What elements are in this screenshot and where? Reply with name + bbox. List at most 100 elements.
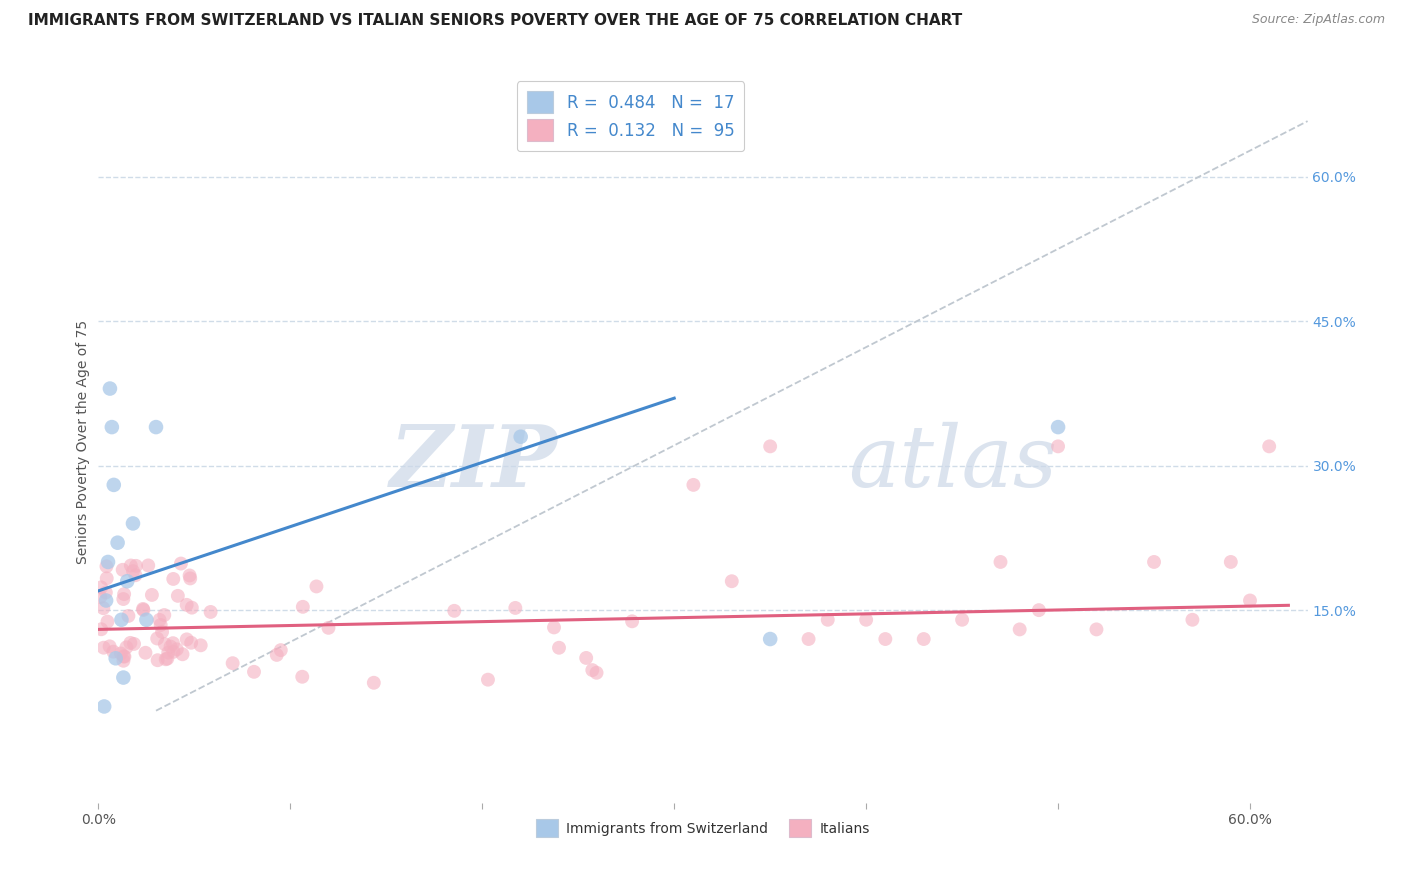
- Point: [1085, 623, 1108, 637]
- Point: [243, 665, 266, 679]
- Point: [94, 585, 117, 599]
- Point: [581, 663, 603, 677]
- Point: [682, 478, 704, 492]
- Point: [110, 647, 132, 661]
- Point: [291, 599, 314, 614]
- Point: [134, 646, 156, 660]
- Point: [103, 478, 125, 492]
- Point: [153, 608, 176, 623]
- Point: [98, 640, 121, 654]
- Legend: Immigrants from Switzerland, Italians: Immigrants from Switzerland, Italians: [530, 814, 876, 843]
- Point: [104, 651, 127, 665]
- Point: [157, 646, 180, 660]
- Point: [107, 535, 129, 549]
- Text: Source: ZipAtlas.com: Source: ZipAtlas.com: [1251, 13, 1385, 27]
- Point: [170, 557, 193, 571]
- Point: [112, 592, 135, 607]
- Point: [1258, 439, 1281, 453]
- Point: [120, 558, 142, 573]
- Point: [817, 613, 839, 627]
- Point: [120, 636, 142, 650]
- Point: [190, 638, 212, 652]
- Text: atlas: atlas: [848, 422, 1057, 505]
- Point: [98, 382, 121, 396]
- Point: [150, 624, 173, 639]
- Point: [1028, 603, 1050, 617]
- Point: [101, 420, 124, 434]
- Point: [90, 580, 112, 594]
- Point: [162, 572, 184, 586]
- Point: [509, 430, 531, 444]
- Point: [114, 649, 136, 664]
- Point: [291, 670, 314, 684]
- Point: [111, 563, 134, 577]
- Point: [1219, 555, 1241, 569]
- Point: [266, 648, 288, 662]
- Point: [172, 647, 194, 661]
- Point: [112, 654, 135, 668]
- Point: [124, 568, 146, 582]
- Point: [96, 571, 118, 585]
- Point: [112, 649, 135, 664]
- Point: [145, 420, 167, 434]
- Point: [97, 555, 120, 569]
- Point: [162, 645, 184, 659]
- Point: [132, 602, 155, 616]
- Point: [875, 632, 897, 646]
- Point: [1239, 593, 1261, 607]
- Point: [176, 598, 198, 612]
- Point: [363, 675, 385, 690]
- Point: [122, 564, 145, 578]
- Point: [115, 640, 138, 655]
- Point: [270, 643, 292, 657]
- Point: [548, 640, 571, 655]
- Point: [180, 600, 202, 615]
- Point: [125, 558, 148, 573]
- Point: [855, 613, 877, 627]
- Point: [797, 632, 820, 646]
- Point: [135, 613, 157, 627]
- Point: [477, 673, 499, 687]
- Point: [103, 645, 125, 659]
- Point: [115, 574, 138, 589]
- Point: [1047, 439, 1070, 453]
- Point: [136, 558, 159, 573]
- Point: [159, 640, 181, 654]
- Point: [122, 516, 145, 531]
- Point: [720, 574, 742, 589]
- Point: [155, 652, 177, 666]
- Point: [141, 588, 163, 602]
- Point: [89, 590, 111, 604]
- Point: [179, 571, 201, 585]
- Point: [112, 587, 135, 601]
- Point: [179, 568, 201, 582]
- Point: [200, 605, 222, 619]
- Point: [117, 609, 139, 624]
- Point: [146, 632, 169, 646]
- Text: ZIP: ZIP: [389, 421, 558, 505]
- Point: [156, 651, 179, 665]
- Point: [112, 671, 135, 685]
- Point: [1047, 420, 1070, 434]
- Point: [93, 640, 115, 655]
- Point: [146, 653, 169, 667]
- Point: [305, 579, 328, 593]
- Point: [180, 636, 202, 650]
- Point: [990, 555, 1012, 569]
- Point: [318, 621, 340, 635]
- Y-axis label: Seniors Poverty Over the Age of 75: Seniors Poverty Over the Age of 75: [76, 319, 90, 564]
- Point: [94, 593, 117, 607]
- Point: [110, 613, 132, 627]
- Point: [1181, 613, 1204, 627]
- Point: [148, 613, 170, 627]
- Point: [759, 632, 782, 646]
- Point: [96, 615, 118, 629]
- Point: [585, 665, 607, 680]
- Point: [132, 603, 155, 617]
- Point: [90, 622, 112, 636]
- Point: [96, 559, 118, 574]
- Point: [166, 642, 188, 657]
- Point: [153, 637, 176, 651]
- Point: [543, 620, 565, 634]
- Point: [149, 618, 172, 632]
